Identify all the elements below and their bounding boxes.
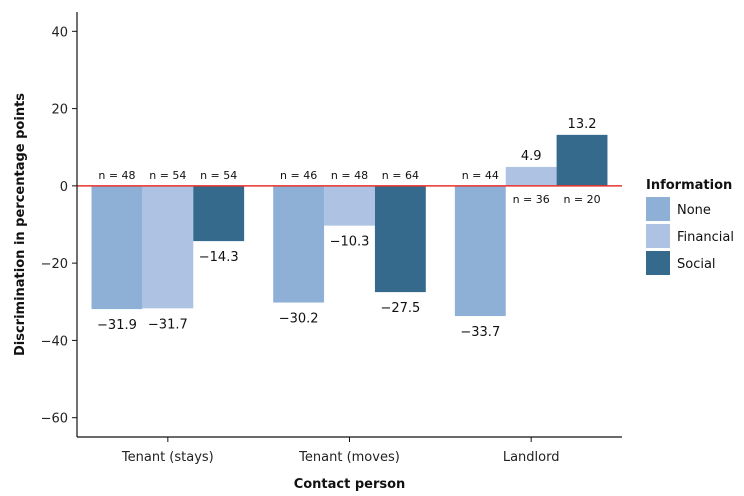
y-tick-label: −40 <box>41 334 68 349</box>
n-label: n = 36 <box>513 193 550 206</box>
y-tick-label: 20 <box>51 103 68 118</box>
bar-none-0 <box>91 185 143 310</box>
value-label: −14.3 <box>199 250 239 265</box>
value-label: −30.2 <box>279 312 319 327</box>
legend-label-social: Social <box>677 257 716 272</box>
y-axis-title: Discrimination in percentage points <box>13 93 28 356</box>
y-ticks: 40 20 0 −20 −40 −60 <box>41 25 77 427</box>
n-label: n = 54 <box>149 169 186 182</box>
bar-social-2 <box>556 134 608 186</box>
bar-labels: −31.9 n = 48 −31.7 n = 54 −14.3 n = 54 −30.2 n … <box>97 117 601 340</box>
x-tick-label: Tenant (moves) <box>298 450 400 465</box>
x-axis-title: Contact person <box>294 477 406 492</box>
legend: Information None Financial Social <box>646 178 734 275</box>
y-tick-label: 40 <box>51 25 68 40</box>
n-label: n = 64 <box>382 169 419 182</box>
legend-title: Information <box>646 178 732 193</box>
n-label: n = 46 <box>280 169 317 182</box>
bar-financial-1 <box>324 185 375 226</box>
legend-swatch-social <box>646 251 670 275</box>
x-tick-label: Landlord <box>503 450 560 465</box>
legend-swatch-none <box>646 197 670 221</box>
value-label: −31.7 <box>148 317 188 332</box>
legend-label-none: None <box>677 203 711 218</box>
bars-layer <box>91 134 608 317</box>
bar-social-1 <box>374 185 426 293</box>
y-tick-label: 0 <box>60 180 68 195</box>
n-label: n = 44 <box>462 169 499 182</box>
value-label: 13.2 <box>568 117 597 132</box>
value-label: −10.3 <box>330 235 370 250</box>
bar-financial-2 <box>505 166 557 186</box>
legend-label-financial: Financial <box>677 230 734 245</box>
y-tick-label: −60 <box>41 412 68 427</box>
value-label: −33.7 <box>460 325 500 340</box>
x-ticks: Tenant (stays) Tenant (moves) Landlord <box>121 437 560 465</box>
bar-none-2 <box>454 185 506 317</box>
x-tick-label: Tenant (stays) <box>121 450 214 465</box>
legend-swatch-financial <box>646 224 670 248</box>
n-label: n = 20 <box>563 193 600 206</box>
bar-none-1 <box>273 185 325 303</box>
value-label: −27.5 <box>380 301 420 316</box>
n-label: n = 54 <box>200 169 237 182</box>
value-label: −31.9 <box>97 318 137 333</box>
n-label: n = 48 <box>98 169 135 182</box>
bar-financial-0 <box>142 185 194 309</box>
n-label: n = 48 <box>331 169 368 182</box>
bar-social-0 <box>193 185 245 242</box>
y-tick-label: −20 <box>41 257 68 272</box>
value-label: 4.9 <box>521 149 542 164</box>
